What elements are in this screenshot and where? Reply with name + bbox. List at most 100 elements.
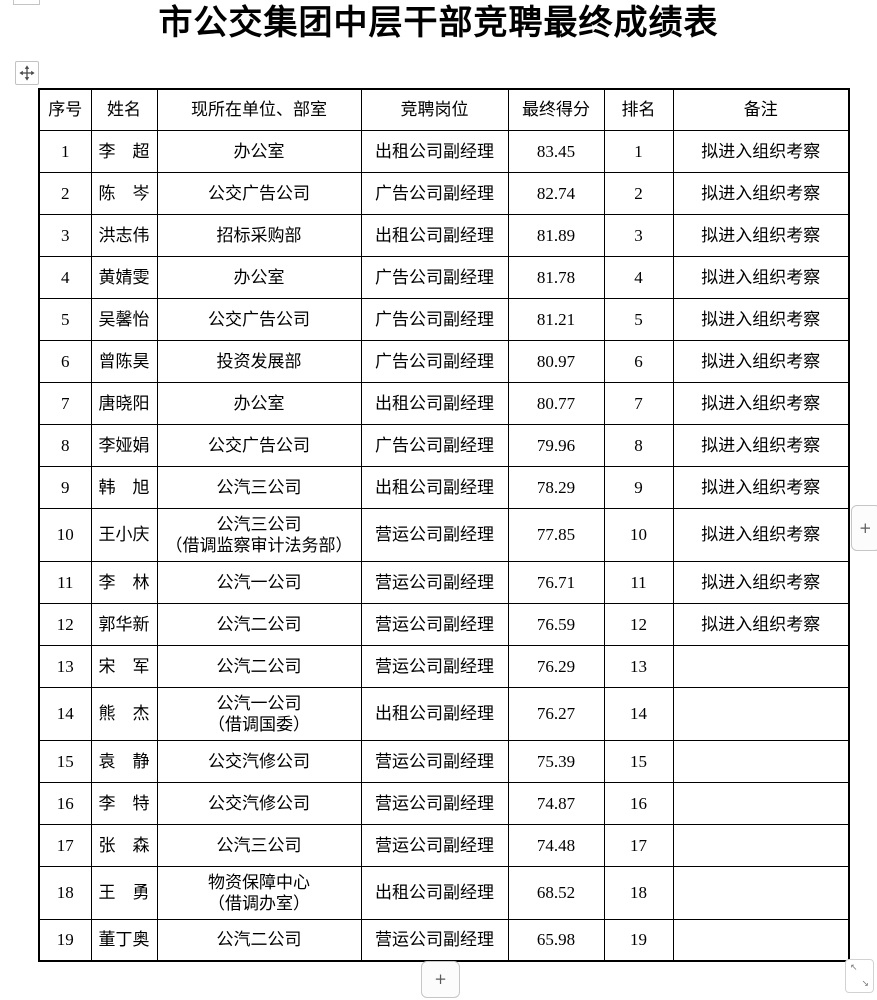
position-cell[interactable]: 营运公司副经理 bbox=[360, 602, 509, 646]
note-cell[interactable]: 拟进入组织考察 bbox=[672, 602, 850, 646]
rank-cell[interactable]: 17 bbox=[603, 823, 674, 867]
position-cell[interactable]: 广告公司副经理 bbox=[360, 255, 509, 299]
header-cell-4[interactable]: 最终得分 bbox=[507, 88, 605, 131]
name-cell[interactable]: 熊 杰 bbox=[90, 686, 158, 741]
no-cell[interactable]: 8 bbox=[38, 423, 92, 467]
score-cell[interactable]: 76.29 bbox=[507, 644, 605, 688]
rank-cell[interactable]: 16 bbox=[603, 781, 674, 825]
name-cell[interactable]: 吴馨怡 bbox=[90, 297, 158, 341]
rank-cell[interactable]: 5 bbox=[603, 297, 674, 341]
unit-cell[interactable]: 公交广告公司 bbox=[156, 171, 362, 215]
unit-cell[interactable]: 投资发展部 bbox=[156, 339, 362, 383]
name-cell[interactable]: 李 特 bbox=[90, 781, 158, 825]
note-cell[interactable]: 拟进入组织考察 bbox=[672, 129, 850, 173]
table-move-handle[interactable] bbox=[15, 61, 39, 85]
rank-cell[interactable]: 7 bbox=[603, 381, 674, 425]
no-cell[interactable]: 18 bbox=[38, 865, 92, 920]
note-cell[interactable]: 拟进入组织考察 bbox=[672, 255, 850, 299]
note-cell[interactable]: 拟进入组织考察 bbox=[672, 381, 850, 425]
position-cell[interactable]: 广告公司副经理 bbox=[360, 339, 509, 383]
score-cell[interactable]: 75.39 bbox=[507, 739, 605, 783]
note-cell[interactable] bbox=[672, 739, 850, 783]
unit-cell[interactable]: 办公室 bbox=[156, 129, 362, 173]
score-cell[interactable]: 81.21 bbox=[507, 297, 605, 341]
no-cell[interactable]: 12 bbox=[38, 602, 92, 646]
no-cell[interactable]: 9 bbox=[38, 465, 92, 509]
no-cell[interactable]: 7 bbox=[38, 381, 92, 425]
rank-cell[interactable]: 1 bbox=[603, 129, 674, 173]
position-cell[interactable]: 广告公司副经理 bbox=[360, 423, 509, 467]
note-cell[interactable] bbox=[672, 686, 850, 741]
unit-cell[interactable]: 公汽二公司 bbox=[156, 918, 362, 962]
header-cell-6[interactable]: 备注 bbox=[672, 88, 850, 131]
no-cell[interactable]: 6 bbox=[38, 339, 92, 383]
rank-cell[interactable]: 9 bbox=[603, 465, 674, 509]
unit-cell[interactable]: 公汽二公司 bbox=[156, 602, 362, 646]
no-cell[interactable]: 5 bbox=[38, 297, 92, 341]
unit-cell[interactable]: 公汽三公司 （借调监察审计法务部） bbox=[156, 507, 362, 562]
score-cell[interactable]: 79.96 bbox=[507, 423, 605, 467]
position-cell[interactable]: 营运公司副经理 bbox=[360, 918, 509, 962]
unit-cell[interactable]: 办公室 bbox=[156, 381, 362, 425]
no-cell[interactable]: 10 bbox=[38, 507, 92, 562]
unit-cell[interactable]: 公汽一公司 bbox=[156, 560, 362, 604]
add-column-button[interactable]: + bbox=[851, 505, 877, 551]
no-cell[interactable]: 11 bbox=[38, 560, 92, 604]
position-cell[interactable]: 出租公司副经理 bbox=[360, 686, 509, 741]
name-cell[interactable]: 王 勇 bbox=[90, 865, 158, 920]
name-cell[interactable]: 袁 静 bbox=[90, 739, 158, 783]
name-cell[interactable]: 董丁奥 bbox=[90, 918, 158, 962]
score-cell[interactable]: 78.29 bbox=[507, 465, 605, 509]
position-cell[interactable]: 营运公司副经理 bbox=[360, 560, 509, 604]
rank-cell[interactable]: 3 bbox=[603, 213, 674, 257]
header-cell-0[interactable]: 序号 bbox=[38, 88, 92, 131]
no-cell[interactable]: 14 bbox=[38, 686, 92, 741]
position-cell[interactable]: 出租公司副经理 bbox=[360, 865, 509, 920]
note-cell[interactable] bbox=[672, 918, 850, 962]
unit-cell[interactable]: 公汽三公司 bbox=[156, 823, 362, 867]
no-cell[interactable]: 13 bbox=[38, 644, 92, 688]
header-cell-3[interactable]: 竞聘岗位 bbox=[360, 88, 509, 131]
position-cell[interactable]: 广告公司副经理 bbox=[360, 297, 509, 341]
score-cell[interactable]: 74.48 bbox=[507, 823, 605, 867]
rank-cell[interactable]: 11 bbox=[603, 560, 674, 604]
name-cell[interactable]: 唐晓阳 bbox=[90, 381, 158, 425]
position-cell[interactable]: 出租公司副经理 bbox=[360, 213, 509, 257]
no-cell[interactable]: 4 bbox=[38, 255, 92, 299]
name-cell[interactable]: 郭华新 bbox=[90, 602, 158, 646]
position-cell[interactable]: 出租公司副经理 bbox=[360, 129, 509, 173]
name-cell[interactable]: 陈 岑 bbox=[90, 171, 158, 215]
no-cell[interactable]: 2 bbox=[38, 171, 92, 215]
score-cell[interactable]: 76.27 bbox=[507, 686, 605, 741]
no-cell[interactable]: 16 bbox=[38, 781, 92, 825]
table-resize-handle[interactable]: ↖ ↘ bbox=[845, 959, 874, 993]
name-cell[interactable]: 李 超 bbox=[90, 129, 158, 173]
position-cell[interactable]: 营运公司副经理 bbox=[360, 823, 509, 867]
unit-cell[interactable]: 公交汽修公司 bbox=[156, 781, 362, 825]
note-cell[interactable]: 拟进入组织考察 bbox=[672, 507, 850, 562]
note-cell[interactable]: 拟进入组织考察 bbox=[672, 171, 850, 215]
rank-cell[interactable]: 6 bbox=[603, 339, 674, 383]
position-cell[interactable]: 营运公司副经理 bbox=[360, 507, 509, 562]
position-cell[interactable]: 营运公司副经理 bbox=[360, 739, 509, 783]
unit-cell[interactable]: 招标采购部 bbox=[156, 213, 362, 257]
name-cell[interactable]: 李 林 bbox=[90, 560, 158, 604]
no-cell[interactable]: 1 bbox=[38, 129, 92, 173]
name-cell[interactable]: 张 森 bbox=[90, 823, 158, 867]
unit-cell[interactable]: 办公室 bbox=[156, 255, 362, 299]
score-cell[interactable]: 82.74 bbox=[507, 171, 605, 215]
position-cell[interactable]: 出租公司副经理 bbox=[360, 381, 509, 425]
score-cell[interactable]: 68.52 bbox=[507, 865, 605, 920]
score-cell[interactable]: 81.89 bbox=[507, 213, 605, 257]
unit-cell[interactable]: 公交汽修公司 bbox=[156, 739, 362, 783]
rank-cell[interactable]: 10 bbox=[603, 507, 674, 562]
score-cell[interactable]: 80.97 bbox=[507, 339, 605, 383]
rank-cell[interactable]: 18 bbox=[603, 865, 674, 920]
score-cell[interactable]: 80.77 bbox=[507, 381, 605, 425]
no-cell[interactable]: 17 bbox=[38, 823, 92, 867]
score-cell[interactable]: 65.98 bbox=[507, 918, 605, 962]
rank-cell[interactable]: 8 bbox=[603, 423, 674, 467]
rank-cell[interactable]: 2 bbox=[603, 171, 674, 215]
name-cell[interactable]: 黄婧雯 bbox=[90, 255, 158, 299]
name-cell[interactable]: 李娅娟 bbox=[90, 423, 158, 467]
